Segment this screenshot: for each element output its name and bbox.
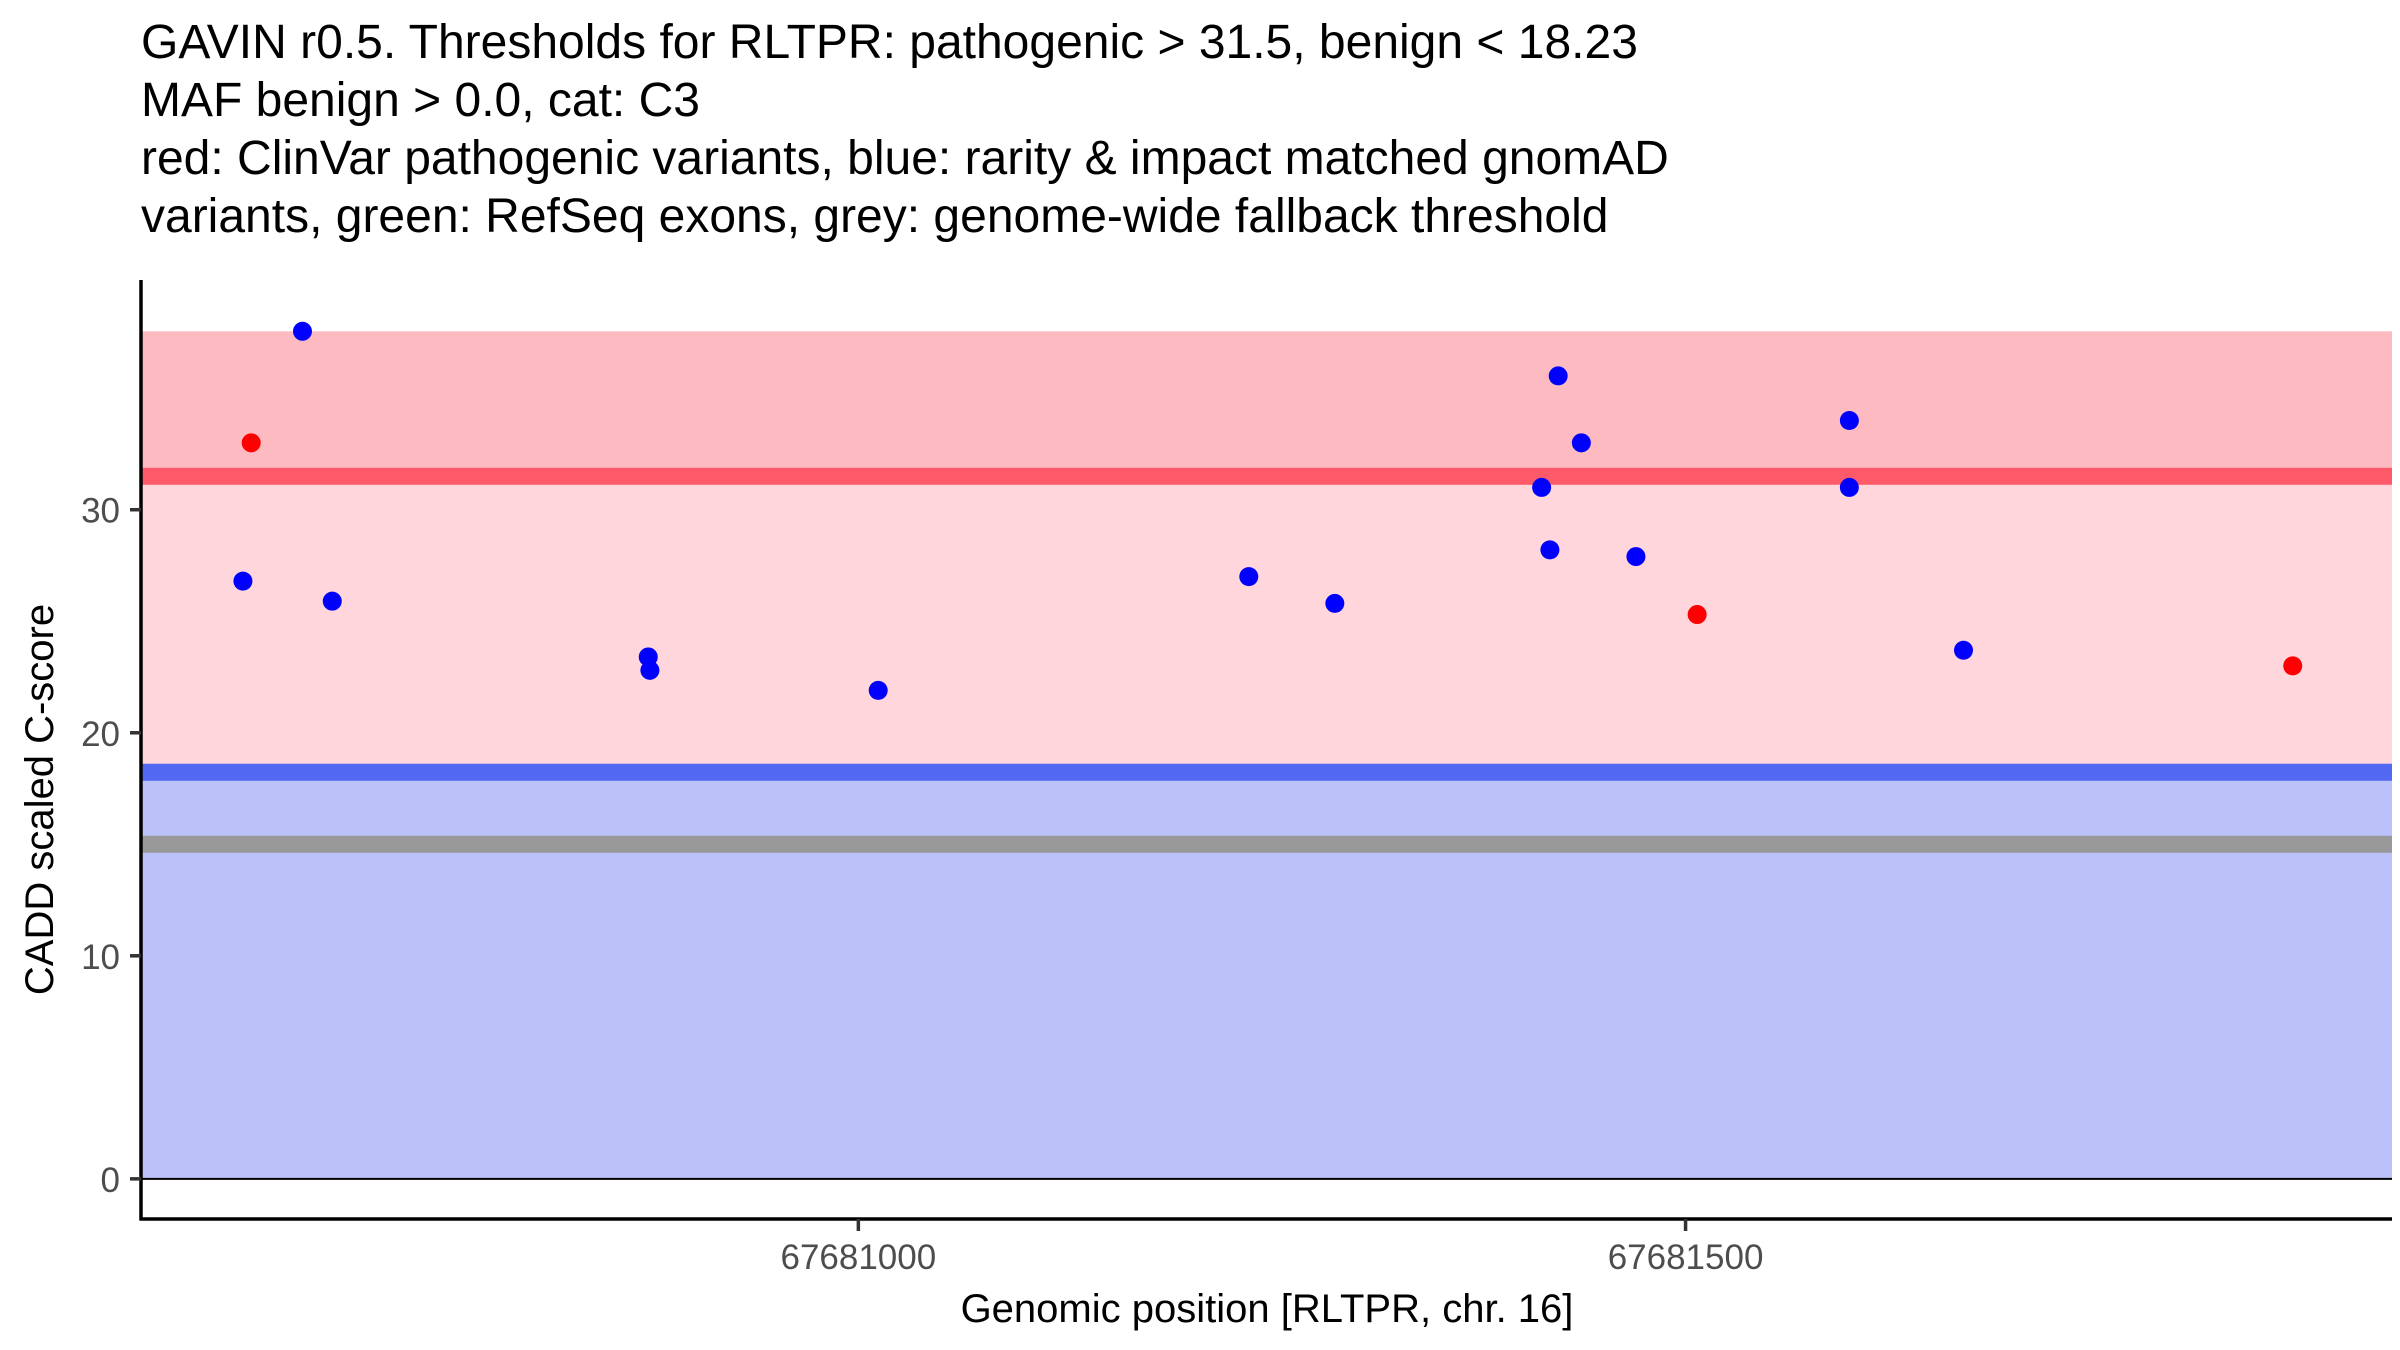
x-tick-label: 67681000 xyxy=(780,1238,936,1277)
benign-band xyxy=(142,772,2392,1179)
y-tick-label: 10 xyxy=(81,938,120,977)
clinvar-point xyxy=(241,433,261,453)
gnomad-point xyxy=(1532,477,1552,497)
y-tick-label: 30 xyxy=(81,492,120,531)
threshold-lines xyxy=(142,467,2392,853)
threshold-bands xyxy=(142,331,2392,1179)
gnomad-point xyxy=(292,321,312,341)
pathogenic-upper-band xyxy=(142,331,2392,477)
gnomad-point xyxy=(1839,477,1859,497)
pathogenic-threshold-line xyxy=(142,467,2392,485)
chart-title: GAVIN r0.5. Thresholds for RLTPR: pathog… xyxy=(141,14,1669,246)
benign-threshold-line xyxy=(142,763,2392,781)
gnomad-point xyxy=(1239,567,1259,587)
x-tick-label: 67681500 xyxy=(1608,1238,1764,1277)
gnomad-point xyxy=(1540,540,1560,560)
pathogenic-lower-band xyxy=(142,476,2392,773)
y-tick-label: 0 xyxy=(101,1161,120,1200)
gnomad-point xyxy=(322,591,342,611)
x-axis-label: Genomic position [RLTPR, chr. 16] xyxy=(961,1287,1574,1331)
gnomad-point xyxy=(1626,547,1646,567)
y-tick-label: 20 xyxy=(81,715,120,754)
gnomad-point xyxy=(233,571,253,591)
axes xyxy=(139,280,2392,1221)
y-ticks: 0 10 20 30 xyxy=(81,492,141,1200)
gnomad-point xyxy=(640,660,660,680)
gnomad-point xyxy=(1548,366,1568,386)
gnomad-point xyxy=(1325,593,1345,613)
clinvar-point xyxy=(1687,605,1707,625)
clinvar-point xyxy=(2283,656,2303,676)
x-ticks: 67681000 67681500 xyxy=(780,1219,1763,1277)
data-points xyxy=(233,321,2303,700)
fallback-threshold-line xyxy=(142,835,2392,853)
gnomad-point xyxy=(1571,433,1591,453)
title-line-4: variants, green: RefSeq exons, grey: gen… xyxy=(141,190,1609,243)
title-line-2: MAF benign > 0.0, cat: C3 xyxy=(141,74,700,127)
gnomad-point xyxy=(868,680,888,700)
y-axis-label: CADD scaled C-score xyxy=(18,604,62,995)
title-line-3: red: ClinVar pathogenic variants, blue: … xyxy=(141,132,1669,185)
title-line-1: GAVIN r0.5. Thresholds for RLTPR: pathog… xyxy=(141,16,1638,69)
gnomad-point xyxy=(1954,640,1974,660)
gnomad-point xyxy=(1839,411,1859,431)
